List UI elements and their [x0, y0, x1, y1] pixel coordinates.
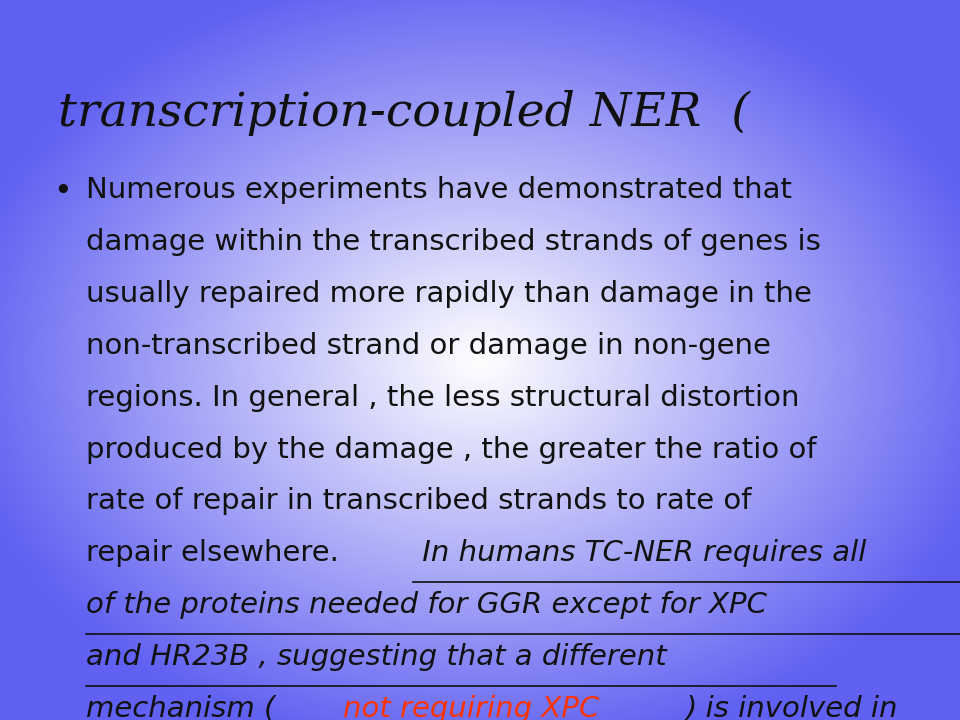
Text: mechanism (: mechanism (: [86, 695, 285, 720]
Text: regions. In general , the less structural distortion: regions. In general , the less structura…: [86, 384, 800, 412]
Text: of the proteins needed for GGR except for XPC: of the proteins needed for GGR except fo…: [86, 591, 767, 619]
Text: produced by the damage , the greater the ratio of: produced by the damage , the greater the…: [86, 436, 817, 464]
Text: transcription-coupled NER  (: transcription-coupled NER (: [58, 90, 780, 136]
Text: usually repaired more rapidly than damage in the: usually repaired more rapidly than damag…: [86, 280, 812, 308]
Text: non-transcribed strand or damage in non-gene: non-transcribed strand or damage in non-…: [86, 332, 771, 360]
Text: ) is involved in: ) is involved in: [685, 695, 898, 720]
Text: not requiring XPC: not requiring XPC: [343, 695, 609, 720]
Text: •: •: [53, 176, 72, 207]
Text: Numerous experiments have demonstrated that: Numerous experiments have demonstrated t…: [86, 176, 792, 204]
Text: and HR23B , suggesting that a different: and HR23B , suggesting that a different: [86, 643, 667, 671]
Text: damage within the transcribed strands of genes is: damage within the transcribed strands of…: [86, 228, 821, 256]
Text: In humans TC-NER requires all: In humans TC-NER requires all: [413, 539, 866, 567]
Text: rate of repair in transcribed strands to rate of: rate of repair in transcribed strands to…: [86, 487, 752, 516]
Text: repair elsewhere.: repair elsewhere.: [86, 539, 339, 567]
